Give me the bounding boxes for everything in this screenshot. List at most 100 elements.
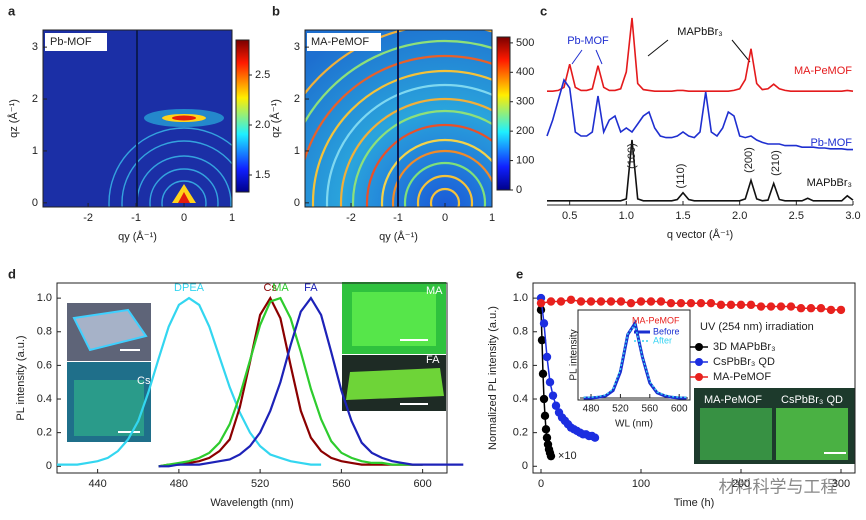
legend-label: 3D MAPbBr₃ [713, 341, 776, 353]
image-label: MA-PeMOF [311, 36, 369, 48]
x-tick-label: 520 [612, 404, 629, 415]
image-label-box [45, 33, 107, 51]
x-tick-label: -1 [393, 212, 403, 224]
series-label: FA [304, 282, 318, 294]
y-tick-label: 3 [32, 41, 38, 53]
colorbar-tick-label: 100 [516, 154, 534, 166]
point [616, 297, 626, 306]
image-label: Pb-MOF [50, 36, 92, 48]
y-tick-label: 1 [32, 145, 38, 157]
photo-label: Cs [137, 375, 151, 387]
point [586, 297, 596, 306]
y-axis-label: PL intensity [569, 329, 580, 380]
y-axis-label: qz (Å⁻¹) [269, 99, 282, 138]
point [556, 297, 566, 306]
x-tick-label: 0 [181, 212, 187, 224]
y-tick-label: 0.6 [513, 359, 528, 371]
point [736, 300, 746, 310]
y-tick-label: 0 [294, 197, 300, 209]
x-axis-label: qy (Å⁻¹) [118, 230, 157, 243]
x-tick-label: -2 [83, 212, 93, 224]
scattering-image [305, 30, 492, 207]
annotation: Pb-MOF [567, 35, 609, 47]
series-line [547, 17, 854, 92]
legend-label: CsPbBr₃ QD [713, 356, 775, 368]
watermark: 材料科学与工程 [719, 477, 838, 496]
series-line [583, 319, 687, 400]
y-tick-label: 0 [522, 460, 528, 472]
image-label-box [307, 33, 381, 51]
colorbar [496, 36, 511, 191]
x-tick-label: 560 [332, 478, 350, 490]
legend-marker [695, 373, 703, 381]
point [566, 295, 576, 305]
annotation: ×10 [558, 450, 577, 462]
point [551, 401, 561, 410]
point [806, 304, 816, 313]
x-axis-label: q vector (Å⁻¹) [667, 228, 733, 241]
y-tick-label: 0.2 [37, 427, 52, 439]
series-label: DPEA [174, 282, 205, 294]
point [546, 297, 556, 306]
point [545, 378, 555, 387]
colorbar-tick-label: 400 [516, 66, 534, 78]
x-axis-label: Wavelength (nm) [210, 497, 293, 509]
point [542, 352, 552, 362]
plot-frame [532, 282, 856, 474]
series-label: Cs [264, 282, 278, 294]
photo-film [74, 380, 144, 436]
colorbar-tick-label: 300 [516, 96, 534, 108]
point [676, 298, 686, 308]
point [596, 297, 606, 306]
series-line [158, 296, 464, 468]
plot-frame [42, 29, 233, 208]
photo-label: MA [426, 285, 443, 297]
panel-label: a [8, 3, 16, 18]
series-line [158, 296, 423, 468]
x-tick-label: 440 [88, 478, 106, 490]
y-tick-label: 0.2 [513, 427, 528, 439]
point [606, 297, 616, 306]
point [706, 298, 716, 308]
y-tick-label: 2 [294, 93, 300, 105]
y-tick-label: 1 [294, 145, 300, 157]
x-tick-label: -2 [346, 212, 356, 224]
point [636, 297, 646, 306]
point [786, 302, 796, 311]
photo-label: CsPbBr₃ QD [781, 394, 843, 406]
legend-marker [695, 358, 703, 366]
point [538, 369, 548, 378]
x-tick-label: 2.0 [732, 210, 747, 222]
x-tick-label: 0.5 [562, 210, 577, 222]
y-tick-label: 0.6 [37, 359, 52, 371]
point [542, 433, 552, 442]
point [766, 302, 776, 311]
x-tick-label: 3.0 [845, 210, 860, 222]
x-axis-label: Time (h) [674, 497, 715, 509]
point [826, 305, 836, 315]
point [756, 302, 766, 311]
x-tick-label: 1.5 [675, 210, 690, 222]
x-axis-label: WL (nm) [615, 419, 653, 430]
plot-frame [56, 282, 448, 474]
point [539, 394, 549, 404]
series-label: MA-PeMOF [794, 65, 852, 77]
point [656, 297, 666, 306]
point [726, 300, 736, 310]
point [836, 305, 846, 315]
point [576, 297, 586, 306]
colorbar-tick-label: 200 [516, 125, 534, 137]
point [541, 425, 551, 434]
y-tick-label: 1.0 [37, 292, 52, 304]
annotation: (100) [626, 143, 638, 169]
photo-film [776, 408, 848, 460]
photo-film [700, 408, 772, 460]
annotation: (200) [743, 147, 755, 173]
panel-label: d [8, 266, 16, 281]
colorbar-tick-label: 2.0 [255, 119, 270, 131]
x-tick-label: 560 [641, 404, 658, 415]
point [816, 304, 826, 313]
point [536, 298, 546, 308]
x-tick-label: 600 [671, 404, 688, 415]
point [626, 298, 636, 308]
